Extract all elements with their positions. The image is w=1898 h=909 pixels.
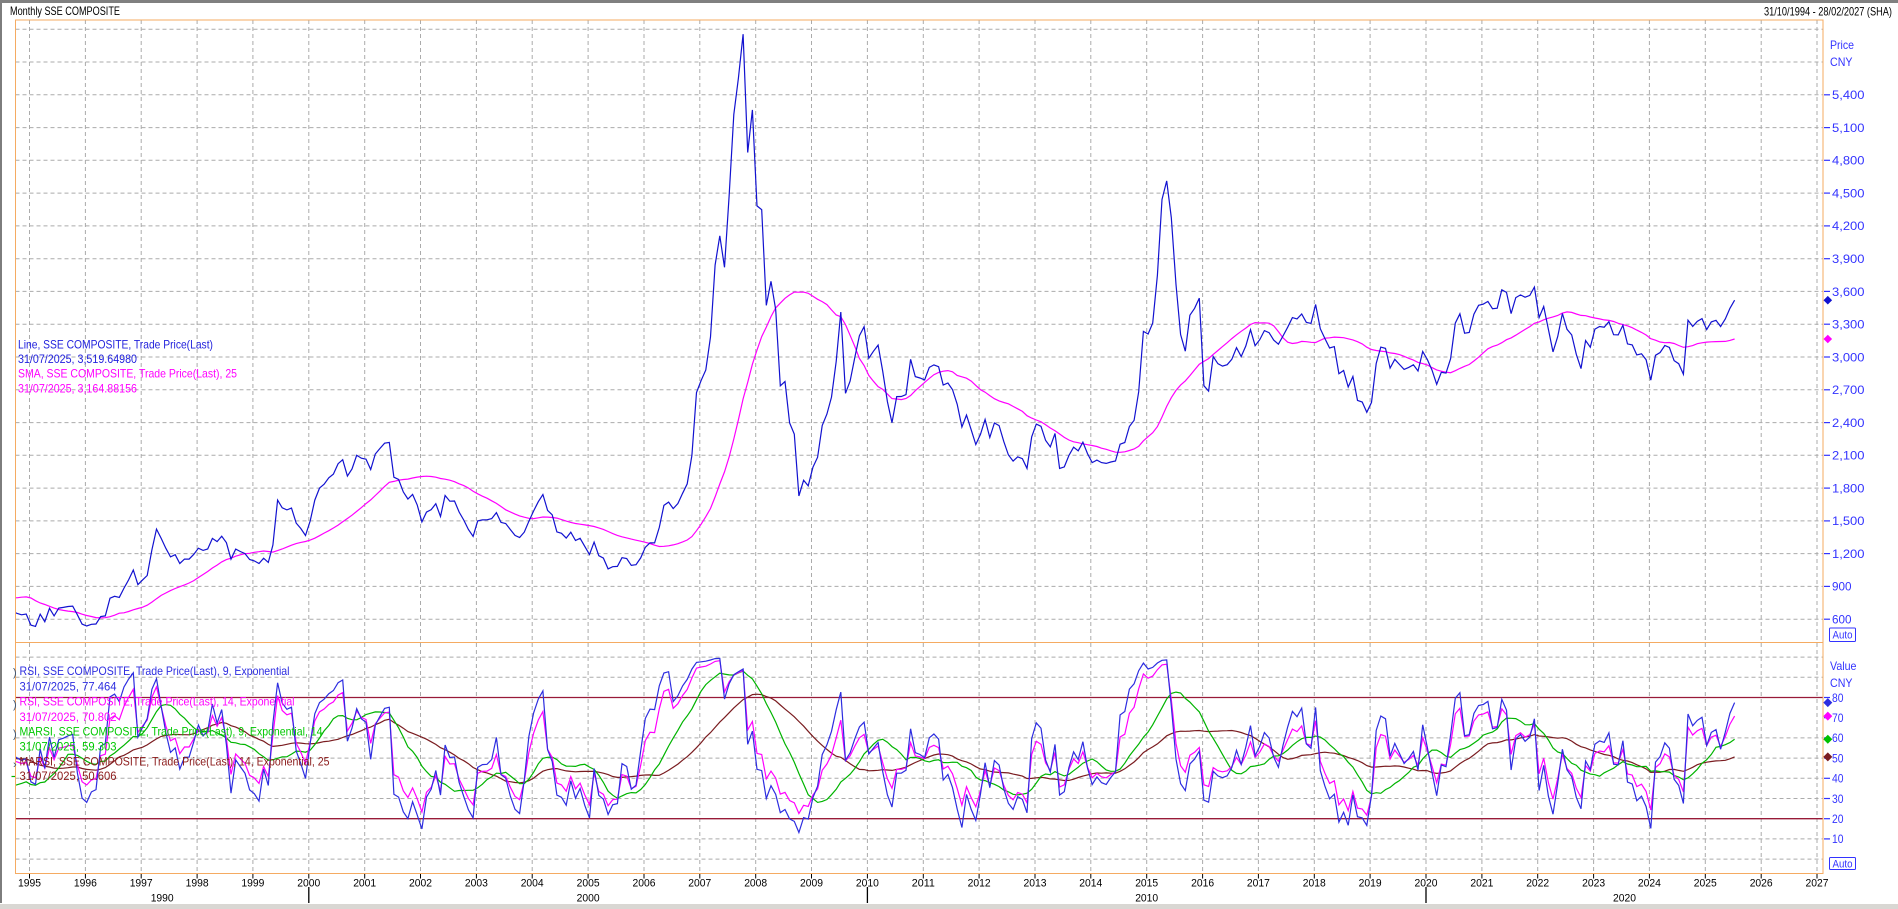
- svg-text:5,400: 5,400: [1832, 88, 1865, 102]
- svg-text:2017: 2017: [1247, 878, 1270, 890]
- svg-text:RSI, SSE COMPOSITE, Trade Pric: RSI, SSE COMPOSITE, Trade Price(Last), 9…: [20, 664, 290, 678]
- svg-text:50: 50: [1832, 751, 1844, 765]
- svg-text:1,500: 1,500: [1832, 514, 1865, 528]
- svg-text:): ): [13, 667, 17, 679]
- svg-text:70: 70: [1832, 711, 1844, 725]
- svg-text:1998: 1998: [186, 878, 209, 890]
- svg-text:2000: 2000: [577, 893, 600, 905]
- svg-text:2019: 2019: [1359, 878, 1382, 890]
- svg-text:2012: 2012: [968, 878, 991, 890]
- svg-text:MARSI, SSE COMPOSITE, Trade Pr: MARSI, SSE COMPOSITE, Trade Price(Last),…: [20, 725, 323, 739]
- svg-text:2022: 2022: [1526, 878, 1549, 890]
- svg-text:2010: 2010: [1135, 893, 1158, 905]
- svg-text:1995: 1995: [18, 878, 41, 890]
- svg-text:1,800: 1,800: [1832, 481, 1865, 495]
- svg-text:›: ›: [13, 759, 17, 771]
- svg-text:31/07/2025, 50.606: 31/07/2025, 50.606: [20, 769, 117, 783]
- svg-text:2026: 2026: [1750, 878, 1773, 890]
- svg-text:SMA, SSE COMPOSITE, Trade Pric: SMA, SSE COMPOSITE, Trade Price(Last), 2…: [18, 367, 237, 381]
- svg-text:2014: 2014: [1079, 878, 1102, 890]
- svg-text:900: 900: [1832, 580, 1852, 594]
- svg-text:1,200: 1,200: [1832, 547, 1865, 561]
- svg-text:2018: 2018: [1303, 878, 1326, 890]
- svg-text:2005: 2005: [577, 878, 600, 890]
- svg-text:1996: 1996: [74, 878, 97, 890]
- svg-text:20: 20: [1832, 812, 1844, 826]
- svg-text:Value: Value: [1830, 659, 1857, 673]
- svg-text:2009: 2009: [800, 878, 823, 890]
- svg-text:CNY: CNY: [1830, 676, 1853, 690]
- svg-text:2016: 2016: [1191, 878, 1214, 890]
- svg-text:600: 600: [1832, 613, 1852, 627]
- svg-text:2008: 2008: [744, 878, 767, 890]
- svg-text:4,800: 4,800: [1832, 154, 1865, 168]
- svg-text:2021: 2021: [1470, 878, 1493, 890]
- svg-text:60: 60: [1832, 731, 1844, 745]
- svg-text:80: 80: [1832, 691, 1844, 705]
- svg-text:2024: 2024: [1638, 878, 1661, 890]
- svg-text:Monthly SSE COMPOSITE: Monthly SSE COMPOSITE: [10, 4, 120, 18]
- svg-text:Auto: Auto: [1833, 858, 1853, 870]
- svg-text:2,400: 2,400: [1832, 416, 1865, 430]
- svg-text:31/07/2025, 3,519.64980: 31/07/2025, 3,519.64980: [18, 352, 137, 366]
- svg-text:1990: 1990: [151, 893, 174, 905]
- svg-text:30: 30: [1832, 792, 1844, 806]
- svg-text:2010: 2010: [856, 878, 879, 890]
- svg-text:Line, SSE COMPOSITE, Trade Pri: Line, SSE COMPOSITE, Trade Price(Last): [18, 338, 213, 352]
- svg-text:3,900: 3,900: [1832, 252, 1865, 266]
- svg-text:2003: 2003: [465, 878, 488, 890]
- svg-text:31/07/2025, 70.802: 31/07/2025, 70.802: [20, 710, 117, 724]
- svg-text:2004: 2004: [521, 878, 544, 890]
- svg-text:31/10/1994 - 28/02/2027 (SHA): 31/10/1994 - 28/02/2027 (SHA): [1764, 5, 1892, 19]
- svg-text:5,100: 5,100: [1832, 121, 1865, 135]
- svg-text:4,200: 4,200: [1832, 219, 1865, 233]
- svg-text:3,000: 3,000: [1832, 350, 1865, 364]
- svg-text:31/07/2025, 59.303: 31/07/2025, 59.303: [20, 740, 117, 754]
- svg-text:Auto: Auto: [1833, 630, 1853, 642]
- svg-text:): ): [13, 729, 17, 741]
- svg-text:2001: 2001: [353, 878, 376, 890]
- svg-text:2002: 2002: [409, 878, 432, 890]
- svg-text:2020: 2020: [1415, 878, 1438, 890]
- svg-text:2013: 2013: [1024, 878, 1047, 890]
- svg-text:40: 40: [1832, 772, 1844, 786]
- svg-text:MARSI, SSE COMPOSITE, Trade Pr: MARSI, SSE COMPOSITE, Trade Price(Last),…: [20, 755, 330, 769]
- svg-text:2025: 2025: [1694, 878, 1717, 890]
- svg-text:1999: 1999: [241, 878, 264, 890]
- svg-text:RSI, SSE COMPOSITE, Trade Pric: RSI, SSE COMPOSITE, Trade Price(Last), 1…: [20, 694, 295, 708]
- svg-text:3,300: 3,300: [1832, 318, 1865, 332]
- svg-text:2023: 2023: [1582, 878, 1605, 890]
- svg-text:2007: 2007: [688, 878, 711, 890]
- svg-text:2,100: 2,100: [1832, 449, 1865, 463]
- svg-text:31/07/2025, 3,164.88156: 31/07/2025, 3,164.88156: [18, 382, 137, 396]
- svg-text:10: 10: [1832, 832, 1844, 846]
- svg-text:2006: 2006: [633, 878, 656, 890]
- svg-text:2000: 2000: [297, 878, 320, 890]
- svg-text:2011: 2011: [912, 878, 935, 890]
- svg-text:1997: 1997: [130, 878, 153, 890]
- svg-text:31/07/2025, 77.464: 31/07/2025, 77.464: [20, 679, 117, 693]
- svg-text:Price: Price: [1830, 38, 1854, 52]
- svg-text:2027: 2027: [1806, 878, 1829, 890]
- svg-text:2,700: 2,700: [1832, 383, 1865, 397]
- svg-text:CNY: CNY: [1830, 55, 1853, 69]
- svg-text:): ): [13, 699, 17, 711]
- svg-text:2015: 2015: [1135, 878, 1158, 890]
- svg-text:2020: 2020: [1613, 893, 1636, 905]
- svg-text:4,500: 4,500: [1832, 186, 1865, 200]
- svg-text:3,600: 3,600: [1832, 285, 1865, 299]
